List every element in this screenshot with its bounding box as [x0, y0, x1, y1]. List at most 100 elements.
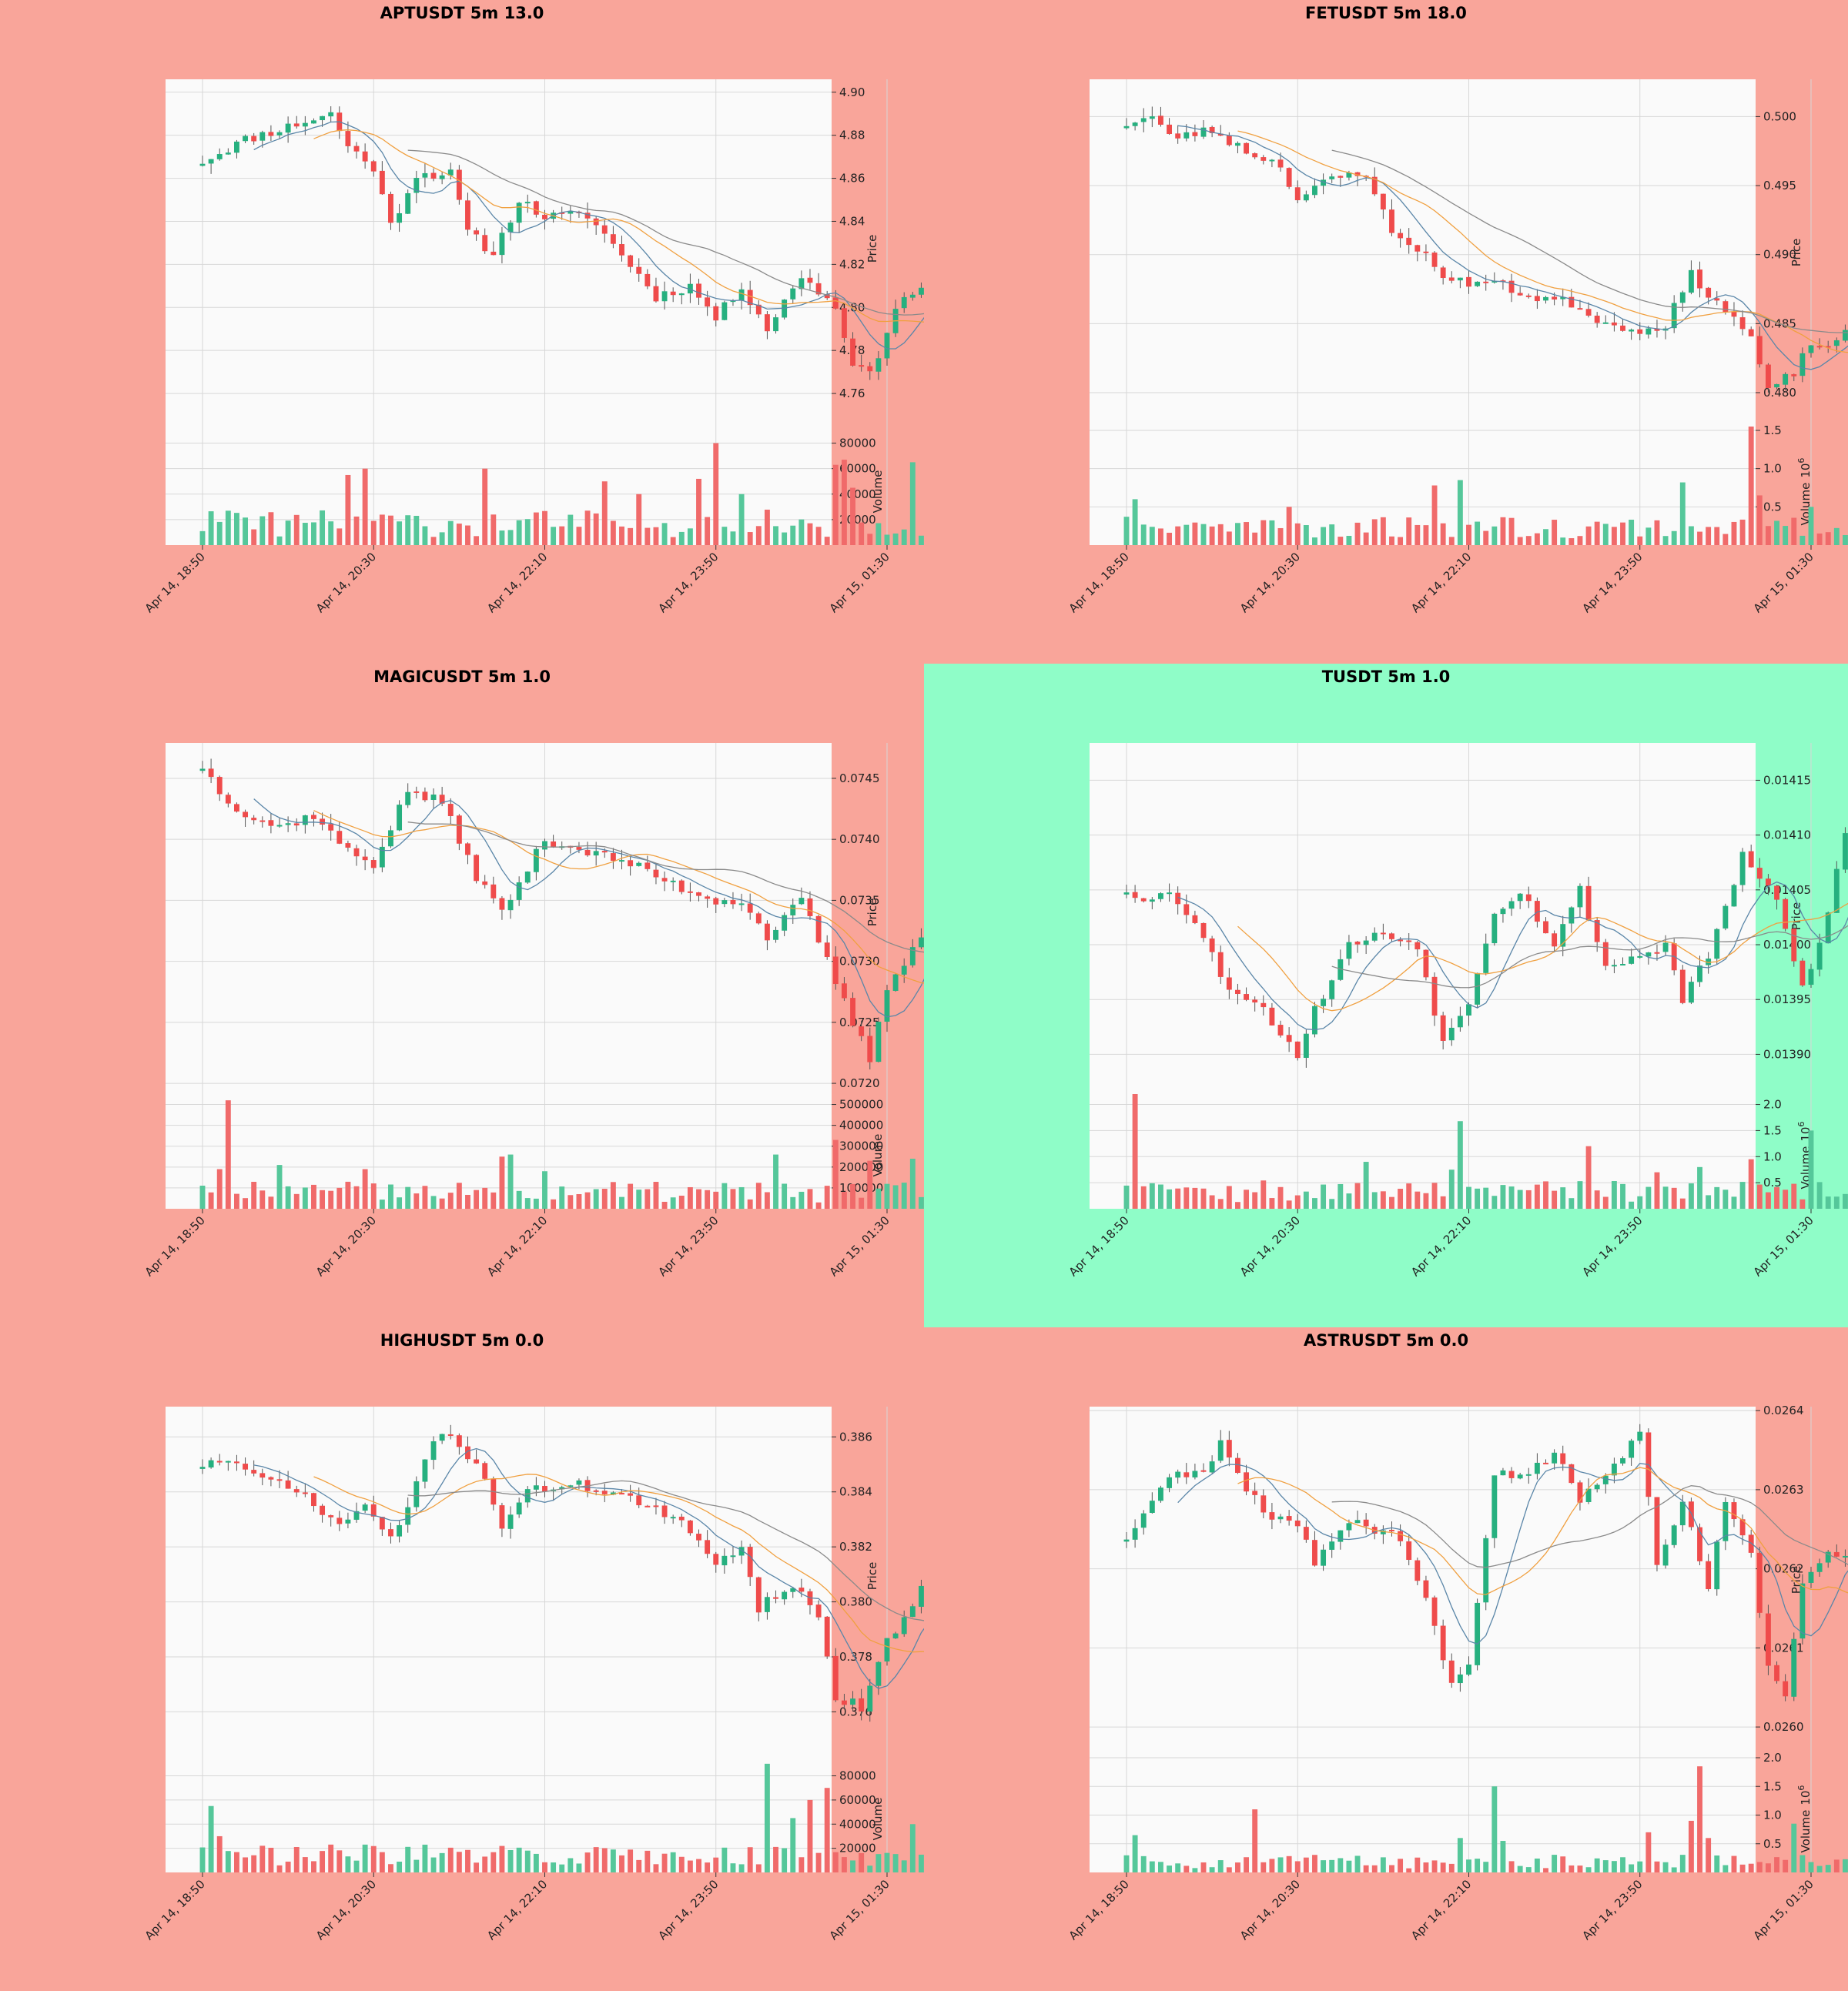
volume-bar	[293, 1847, 300, 1872]
candle-body	[379, 1517, 385, 1530]
candle-body	[1269, 159, 1275, 162]
candle-body	[567, 211, 574, 214]
candle-body	[259, 1473, 266, 1478]
candle-body	[243, 811, 249, 818]
candle-body	[670, 880, 676, 882]
volume-bar	[1337, 1858, 1344, 1872]
volume-bar	[918, 1854, 924, 1872]
candle-body	[747, 1547, 753, 1578]
volume-bar	[1337, 537, 1344, 545]
volume-bar	[225, 1100, 231, 1209]
candle-body	[1475, 1602, 1481, 1665]
candle-body	[1235, 142, 1240, 146]
candle-body	[661, 291, 668, 302]
candle-body	[1252, 999, 1258, 1003]
candle-body	[1303, 1033, 1309, 1058]
volume-bar	[918, 1196, 924, 1209]
volume-bar	[815, 1202, 822, 1209]
volume-bar	[379, 514, 385, 545]
volume-bar	[533, 512, 539, 545]
candle-body	[1321, 1549, 1327, 1566]
candle-body	[798, 1588, 805, 1592]
volume-bar	[285, 1186, 291, 1209]
volume-bar	[1508, 517, 1515, 545]
volume-bar	[1192, 1868, 1198, 1872]
volume-bar	[1500, 1841, 1506, 1872]
candle-body	[918, 937, 924, 948]
candle-body	[1200, 922, 1207, 939]
candle-body	[370, 1504, 377, 1517]
volume-bar	[1389, 1865, 1394, 1872]
candle-body	[909, 294, 916, 298]
candle-body	[1645, 952, 1652, 957]
volume-bar	[516, 520, 522, 545]
volume-bar	[1440, 523, 1446, 545]
volume-bar	[687, 1860, 693, 1872]
volume-bar	[1508, 1186, 1515, 1209]
volume-bar	[1140, 1855, 1147, 1872]
candle-body	[311, 1493, 316, 1507]
volume-bar	[542, 1862, 547, 1872]
volume-bar	[243, 517, 249, 545]
candle-body	[516, 1502, 522, 1515]
price-tick-label: 0.495	[1763, 179, 1796, 192]
volume-bar	[901, 1860, 907, 1872]
candle-body	[447, 1434, 454, 1436]
volume-bar	[1183, 524, 1190, 545]
volume-bar	[747, 1199, 753, 1209]
volume-bar	[1303, 1191, 1309, 1209]
candle-body	[345, 131, 351, 146]
volume-bar	[1252, 1809, 1258, 1872]
volume-bar	[593, 513, 599, 545]
candle-body	[841, 983, 847, 999]
candle-body	[1371, 932, 1378, 941]
price-tick-label: 0.0260	[1763, 1720, 1804, 1734]
volume-bar	[251, 1181, 257, 1209]
candle-body	[1654, 1497, 1660, 1565]
moving-average-line	[407, 821, 924, 953]
volume-bar	[1714, 1855, 1720, 1872]
volume-bar	[1722, 1190, 1729, 1209]
volume-tick-label: 1.5	[1763, 1123, 1782, 1137]
volume-bar	[1560, 1187, 1566, 1209]
candle-body	[1132, 122, 1138, 126]
volume-bar	[1286, 1200, 1292, 1209]
candle-body	[320, 818, 326, 825]
volume-tick-label: 20000	[839, 1842, 876, 1855]
volume-bar	[1756, 1184, 1763, 1209]
volume-bar	[353, 1186, 360, 1209]
candle-body	[259, 132, 266, 141]
candle-body	[447, 169, 454, 176]
volume-bar	[524, 1850, 531, 1872]
volume-bar	[824, 537, 830, 545]
candle-body	[1466, 1665, 1471, 1675]
volume-bar	[234, 1852, 239, 1872]
volume-plot-area	[1090, 426, 1756, 545]
volume-bar	[1321, 527, 1327, 545]
volume-bar	[251, 1855, 257, 1872]
volume-bar	[499, 1845, 505, 1872]
candle-body	[516, 882, 522, 900]
candle-body	[1799, 960, 1806, 985]
volume-bar	[1679, 1198, 1686, 1209]
candle-body	[1756, 336, 1763, 365]
volume-bar	[1585, 1146, 1592, 1209]
volume-bar	[302, 1857, 308, 1872]
price-tick-label: 4.86	[839, 172, 865, 186]
volume-bar	[1244, 1190, 1250, 1209]
volume-bar	[1475, 521, 1481, 545]
candle-body	[422, 172, 428, 178]
volume-bar	[1371, 1192, 1378, 1209]
candle-body	[1175, 133, 1181, 139]
volume-bar	[721, 1183, 728, 1209]
candle-body	[405, 791, 411, 805]
volume-bar	[1602, 1196, 1609, 1209]
volume-bar	[1552, 1855, 1558, 1872]
candle-body	[1252, 1491, 1258, 1495]
candle-body	[1756, 868, 1763, 879]
candle-body	[559, 212, 565, 214]
volume-bar	[1611, 527, 1617, 545]
volume-bar	[1303, 1857, 1309, 1872]
volume-bar	[439, 1198, 445, 1209]
candle-body	[832, 297, 839, 309]
